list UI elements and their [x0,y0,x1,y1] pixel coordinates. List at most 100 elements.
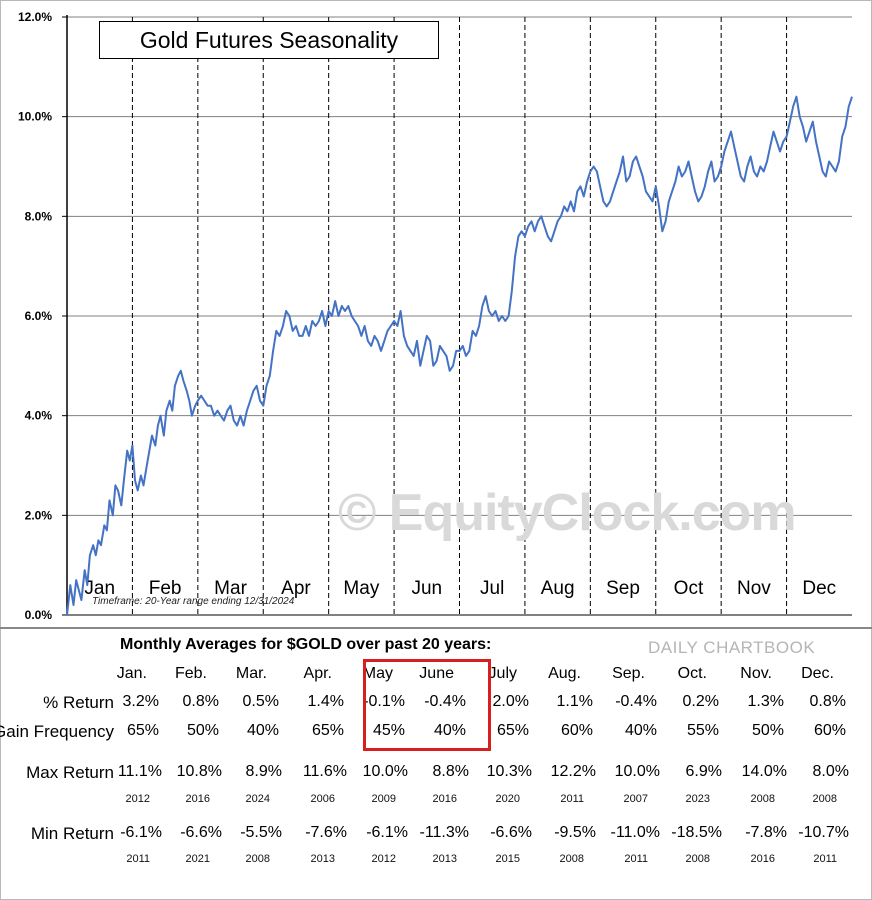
min-year-cell: 2021 [185,853,210,865]
month-header: May [362,665,393,682]
month-label: Nov [737,578,771,599]
y-tick-label: 6.0% [25,309,53,323]
max-return-cell: 8.0% [812,763,849,780]
row-label-return: % Return [43,693,114,712]
y-tick-label: 0.0% [25,608,53,622]
y-tick-label: 8.0% [25,209,53,223]
min-year-cell: 2012 [371,853,396,865]
seasonality-chart: 0.0% 2.0% 4.0% 6.0% 8.0% 10.0% 12.0% Jan Feb Mar A… [18,10,853,622]
min-year-cell: 2013 [432,853,457,865]
max-year-cell: 2023 [685,793,710,805]
max-return-cell: 11.6% [302,763,347,780]
return-cell: 3.2% [122,693,159,710]
min-year-cell: 2008 [559,853,584,865]
gain-cell: 65% [311,722,344,739]
gain-cell: 40% [246,722,279,739]
return-cell: 2.0% [492,693,529,710]
month-header: Dec. [801,665,834,682]
return-cell: -0.1% [363,693,405,710]
month-label: Aug [541,578,575,599]
min-return-cell: -9.5% [554,824,596,841]
timeframe-note: Timeframe: 20-Year range ending 12/31/20… [92,596,295,607]
min-year-cell: 2011 [624,853,648,865]
max-year-cell: 2024 [245,793,270,805]
brand-label: DAILY CHARTBOOK [648,638,816,657]
min-return-cell: -18.5% [671,824,722,841]
month-header: Oct. [677,665,707,682]
min-return-cell: -11.0% [610,824,660,841]
chart-series [66,95,853,616]
max-return-cell: 10.0% [362,763,408,780]
month-label: Oct [674,578,704,599]
month-label: Dec [802,578,836,599]
row-label-gain: Gain Frequency [0,722,114,741]
max-return-cell: 10.0% [614,763,660,780]
return-cell: 1.1% [556,693,593,710]
max-return-cell: 11.1% [117,763,162,780]
max-year-cell: 2016 [185,793,210,805]
min-return-cell: -7.8% [745,824,787,841]
y-tick-label: 10.0% [18,110,52,124]
max-year-cell: 2016 [432,793,457,805]
max-year-cell: 2008 [812,793,837,805]
month-header: June [419,665,454,682]
chart-labels: 0.0% 2.0% 4.0% 6.0% 8.0% 10.0% 12.0% Jan Feb Mar A… [18,10,836,622]
return-cell: 0.8% [809,693,846,710]
max-return-cell: 12.2% [550,763,596,780]
max-year-cell: 2007 [623,793,648,805]
max-return-cell: 8.8% [432,763,469,780]
row-label-min: Min Return [30,824,114,843]
gain-cell: 40% [624,722,657,739]
gain-cell: 50% [186,722,219,739]
chart-grid [62,15,852,616]
chart-title: Gold Futures Seasonality [99,21,439,59]
month-label: Feb [149,578,182,599]
min-year-cell: 2008 [245,853,270,865]
gain-cell: 40% [433,722,466,739]
min-return-cell: -11.3% [419,824,469,841]
month-header: Apr. [303,665,332,682]
max-return-cell: 10.3% [486,763,532,780]
gain-cell: 50% [751,722,784,739]
min-year-cell: 2011 [813,853,837,865]
return-cell: 0.5% [242,693,279,710]
min-year-cell: 2016 [750,853,775,865]
min-year-cell: 2013 [310,853,335,865]
gain-cell: 45% [372,722,405,739]
y-tick-label: 12.0% [18,10,52,24]
max-year-cell: 2009 [371,793,396,805]
gain-cell: 65% [496,722,529,739]
return-cell: 1.3% [747,693,784,710]
y-tick-label: 2.0% [25,508,53,522]
gain-cell: 55% [686,722,719,739]
month-header: July [488,665,517,682]
month-label: Mar [214,578,247,599]
return-cell: 1.4% [307,693,344,710]
max-return-cell: 14.0% [741,763,787,780]
min-return-cell: -10.7% [798,824,849,841]
max-return-cell: 8.9% [245,763,282,780]
return-cell: -0.4% [615,693,657,710]
return-cell: 0.8% [182,693,219,710]
month-header: Feb. [174,665,207,682]
watermark: © EquityClock.com [338,484,797,542]
min-return-cell: -6.1% [366,824,408,841]
min-return-cell: -6.1% [120,824,162,841]
month-label: Sep [606,578,640,599]
min-year-cell: 2011 [126,853,150,865]
max-year-cell: 2008 [750,793,775,805]
return-cell: -0.4% [424,693,466,710]
min-year-cell: 2015 [495,853,520,865]
month-label: Jul [480,578,504,599]
month-header: Mar. [235,665,267,682]
max-year-cell: 2006 [310,793,335,805]
gain-cell: 60% [813,722,846,739]
month-header: Sep. [612,665,645,682]
gain-cell: 60% [560,722,593,739]
max-year-cell: 2012 [125,793,150,805]
return-cell: 0.2% [682,693,719,710]
row-label-max: Max Return [26,763,114,782]
max-year-cell: 2011 [560,793,584,805]
month-label: Jan [84,578,115,599]
month-label: Jun [411,578,442,599]
